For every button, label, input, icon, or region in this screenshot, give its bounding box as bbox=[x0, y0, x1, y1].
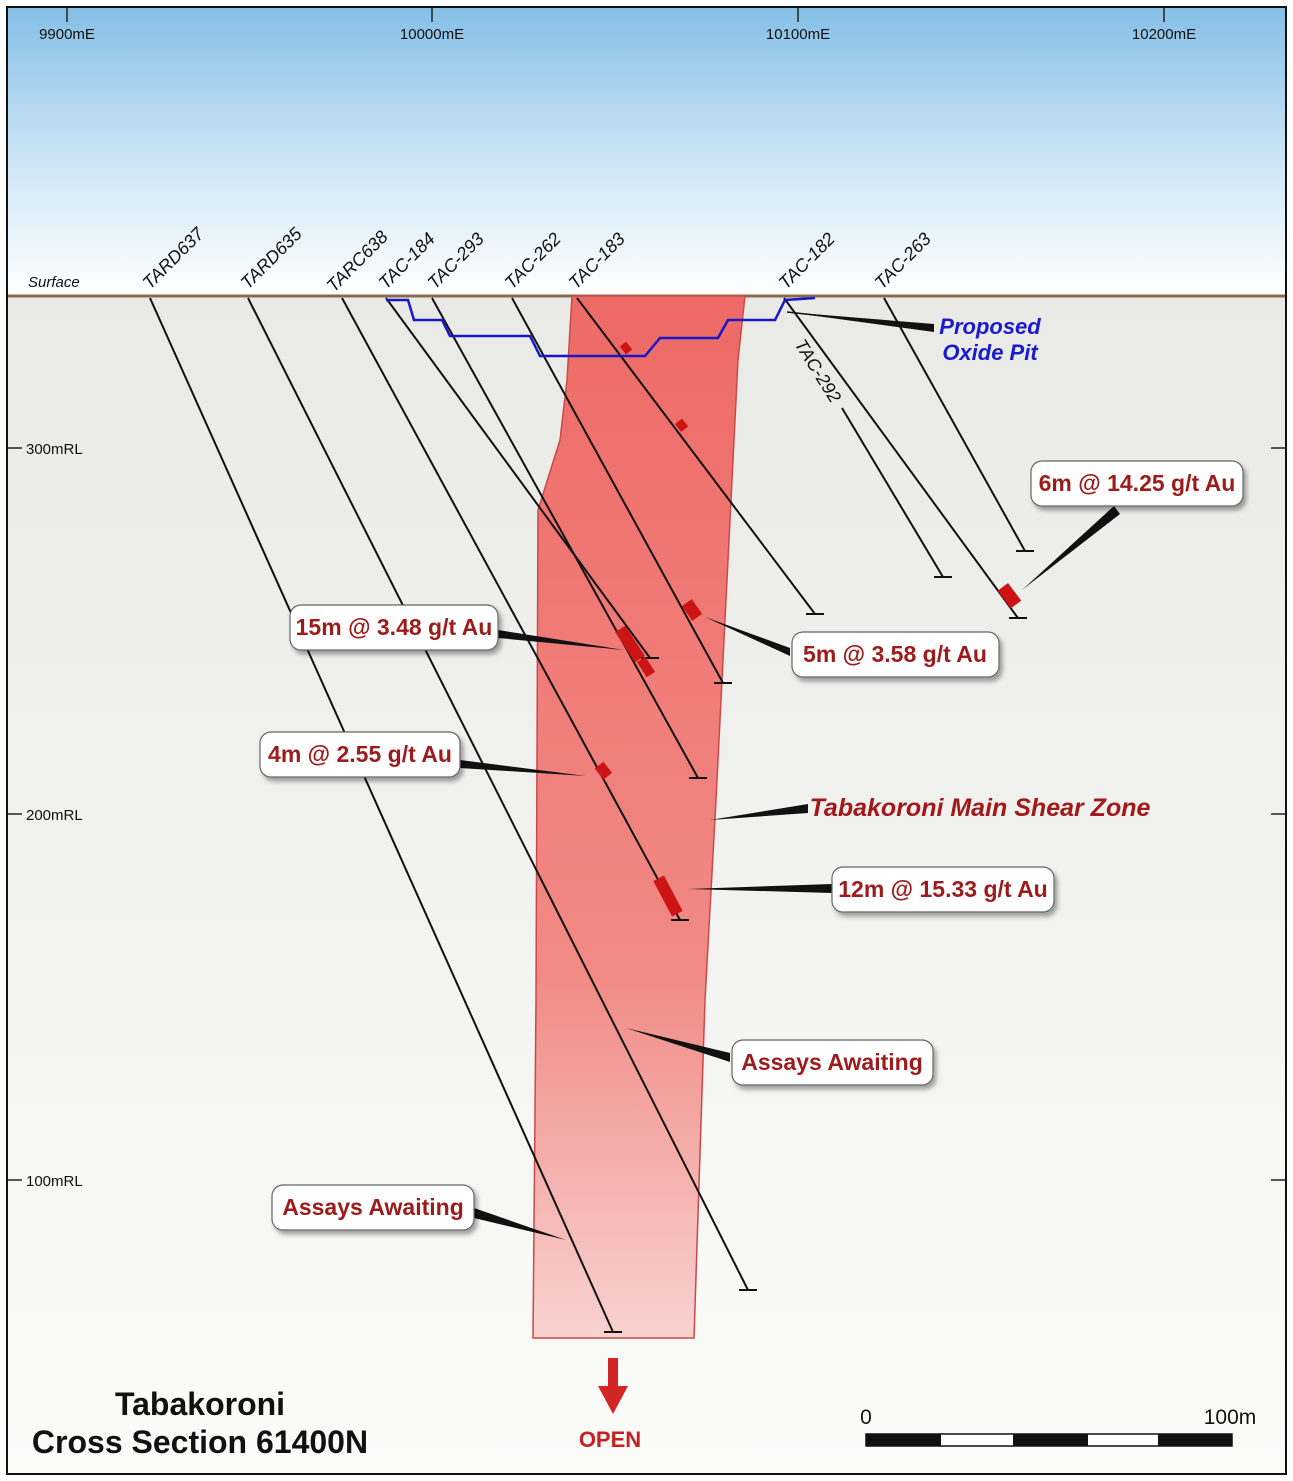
diagram-title-line2: Cross Section 61400N bbox=[32, 1424, 368, 1460]
callout-15m: 15m @ 3.48 g/t Au bbox=[289, 604, 499, 651]
drill-trace-tac184 bbox=[385, 297, 651, 659]
proposed-oxide-pit bbox=[386, 296, 816, 358]
easting-label: 9900mE bbox=[39, 26, 95, 43]
svg-text:15m @ 3.48 g/t Au: 15m @ 3.48 g/t Au bbox=[296, 614, 493, 640]
rl-label: 100mRL bbox=[26, 1173, 83, 1190]
callout-12m: 12m @ 15.33 g/t Au bbox=[831, 866, 1055, 913]
open-label: OPEN bbox=[579, 1427, 641, 1452]
drill-trace-tac183 bbox=[576, 297, 816, 615]
svg-text:Assays Awaiting: Assays Awaiting bbox=[282, 1194, 464, 1220]
drill-trace-tac262 bbox=[511, 297, 724, 684]
drill-trace-tac293 bbox=[431, 297, 699, 779]
drill-trace-tard637 bbox=[149, 297, 614, 1333]
shear-zone-label: Tabakoroni Main Shear Zone bbox=[810, 794, 1151, 822]
svg-text:6m @ 14.25 g/t Au: 6m @ 14.25 g/t Au bbox=[1039, 470, 1236, 496]
drill-trace-tac182 bbox=[783, 297, 1019, 619]
callout-6m: 6m @ 14.25 g/t Au bbox=[1030, 460, 1244, 507]
easting-label: 10200mE bbox=[1132, 26, 1196, 43]
drill-trace-tac292 bbox=[841, 407, 944, 578]
sky bbox=[8, 8, 1285, 296]
rl-label: 300mRL bbox=[26, 441, 83, 458]
pit-label-line1: Proposed bbox=[939, 314, 1041, 339]
scale-bar bbox=[865, 1433, 1233, 1447]
scale-end-label: 100m bbox=[1204, 1406, 1257, 1429]
drill-trace-tac263 bbox=[883, 297, 1026, 552]
callout-assays-awaiting-2: Assays Awaiting bbox=[271, 1184, 475, 1231]
svg-text:Assays Awaiting: Assays Awaiting bbox=[741, 1049, 923, 1075]
svg-text:12m @ 15.33 g/t Au: 12m @ 15.33 g/t Au bbox=[838, 876, 1047, 902]
drill-holes bbox=[149, 297, 1034, 1333]
easting-label: 10000mE bbox=[400, 26, 464, 43]
shear-zone bbox=[532, 295, 746, 1339]
intercepts bbox=[594, 341, 1022, 917]
callout-5m: 5m @ 3.58 g/t Au bbox=[791, 631, 1000, 678]
rl-label: 200mRL bbox=[26, 807, 83, 824]
open-arrow bbox=[598, 1358, 628, 1414]
easting-label: 10100mE bbox=[766, 26, 830, 43]
surface-label: Surface bbox=[28, 274, 80, 291]
callout-assays-awaiting-1: Assays Awaiting bbox=[731, 1039, 934, 1086]
scale-start-label: 0 bbox=[860, 1406, 872, 1429]
svg-text:4m @ 2.55 g/t Au: 4m @ 2.55 g/t Au bbox=[268, 741, 452, 767]
callout-leaders bbox=[460, 506, 1120, 1240]
callout-4m: 4m @ 2.55 g/t Au bbox=[259, 731, 461, 778]
svg-text:5m @ 3.58 g/t Au: 5m @ 3.58 g/t Au bbox=[803, 641, 987, 667]
drill-trace-tard635 bbox=[247, 297, 749, 1291]
pit-label-line2: Oxide Pit bbox=[942, 340, 1039, 365]
diagram-title-line1: Tabakoroni bbox=[115, 1386, 285, 1422]
drill-trace-tarc638 bbox=[341, 297, 681, 921]
